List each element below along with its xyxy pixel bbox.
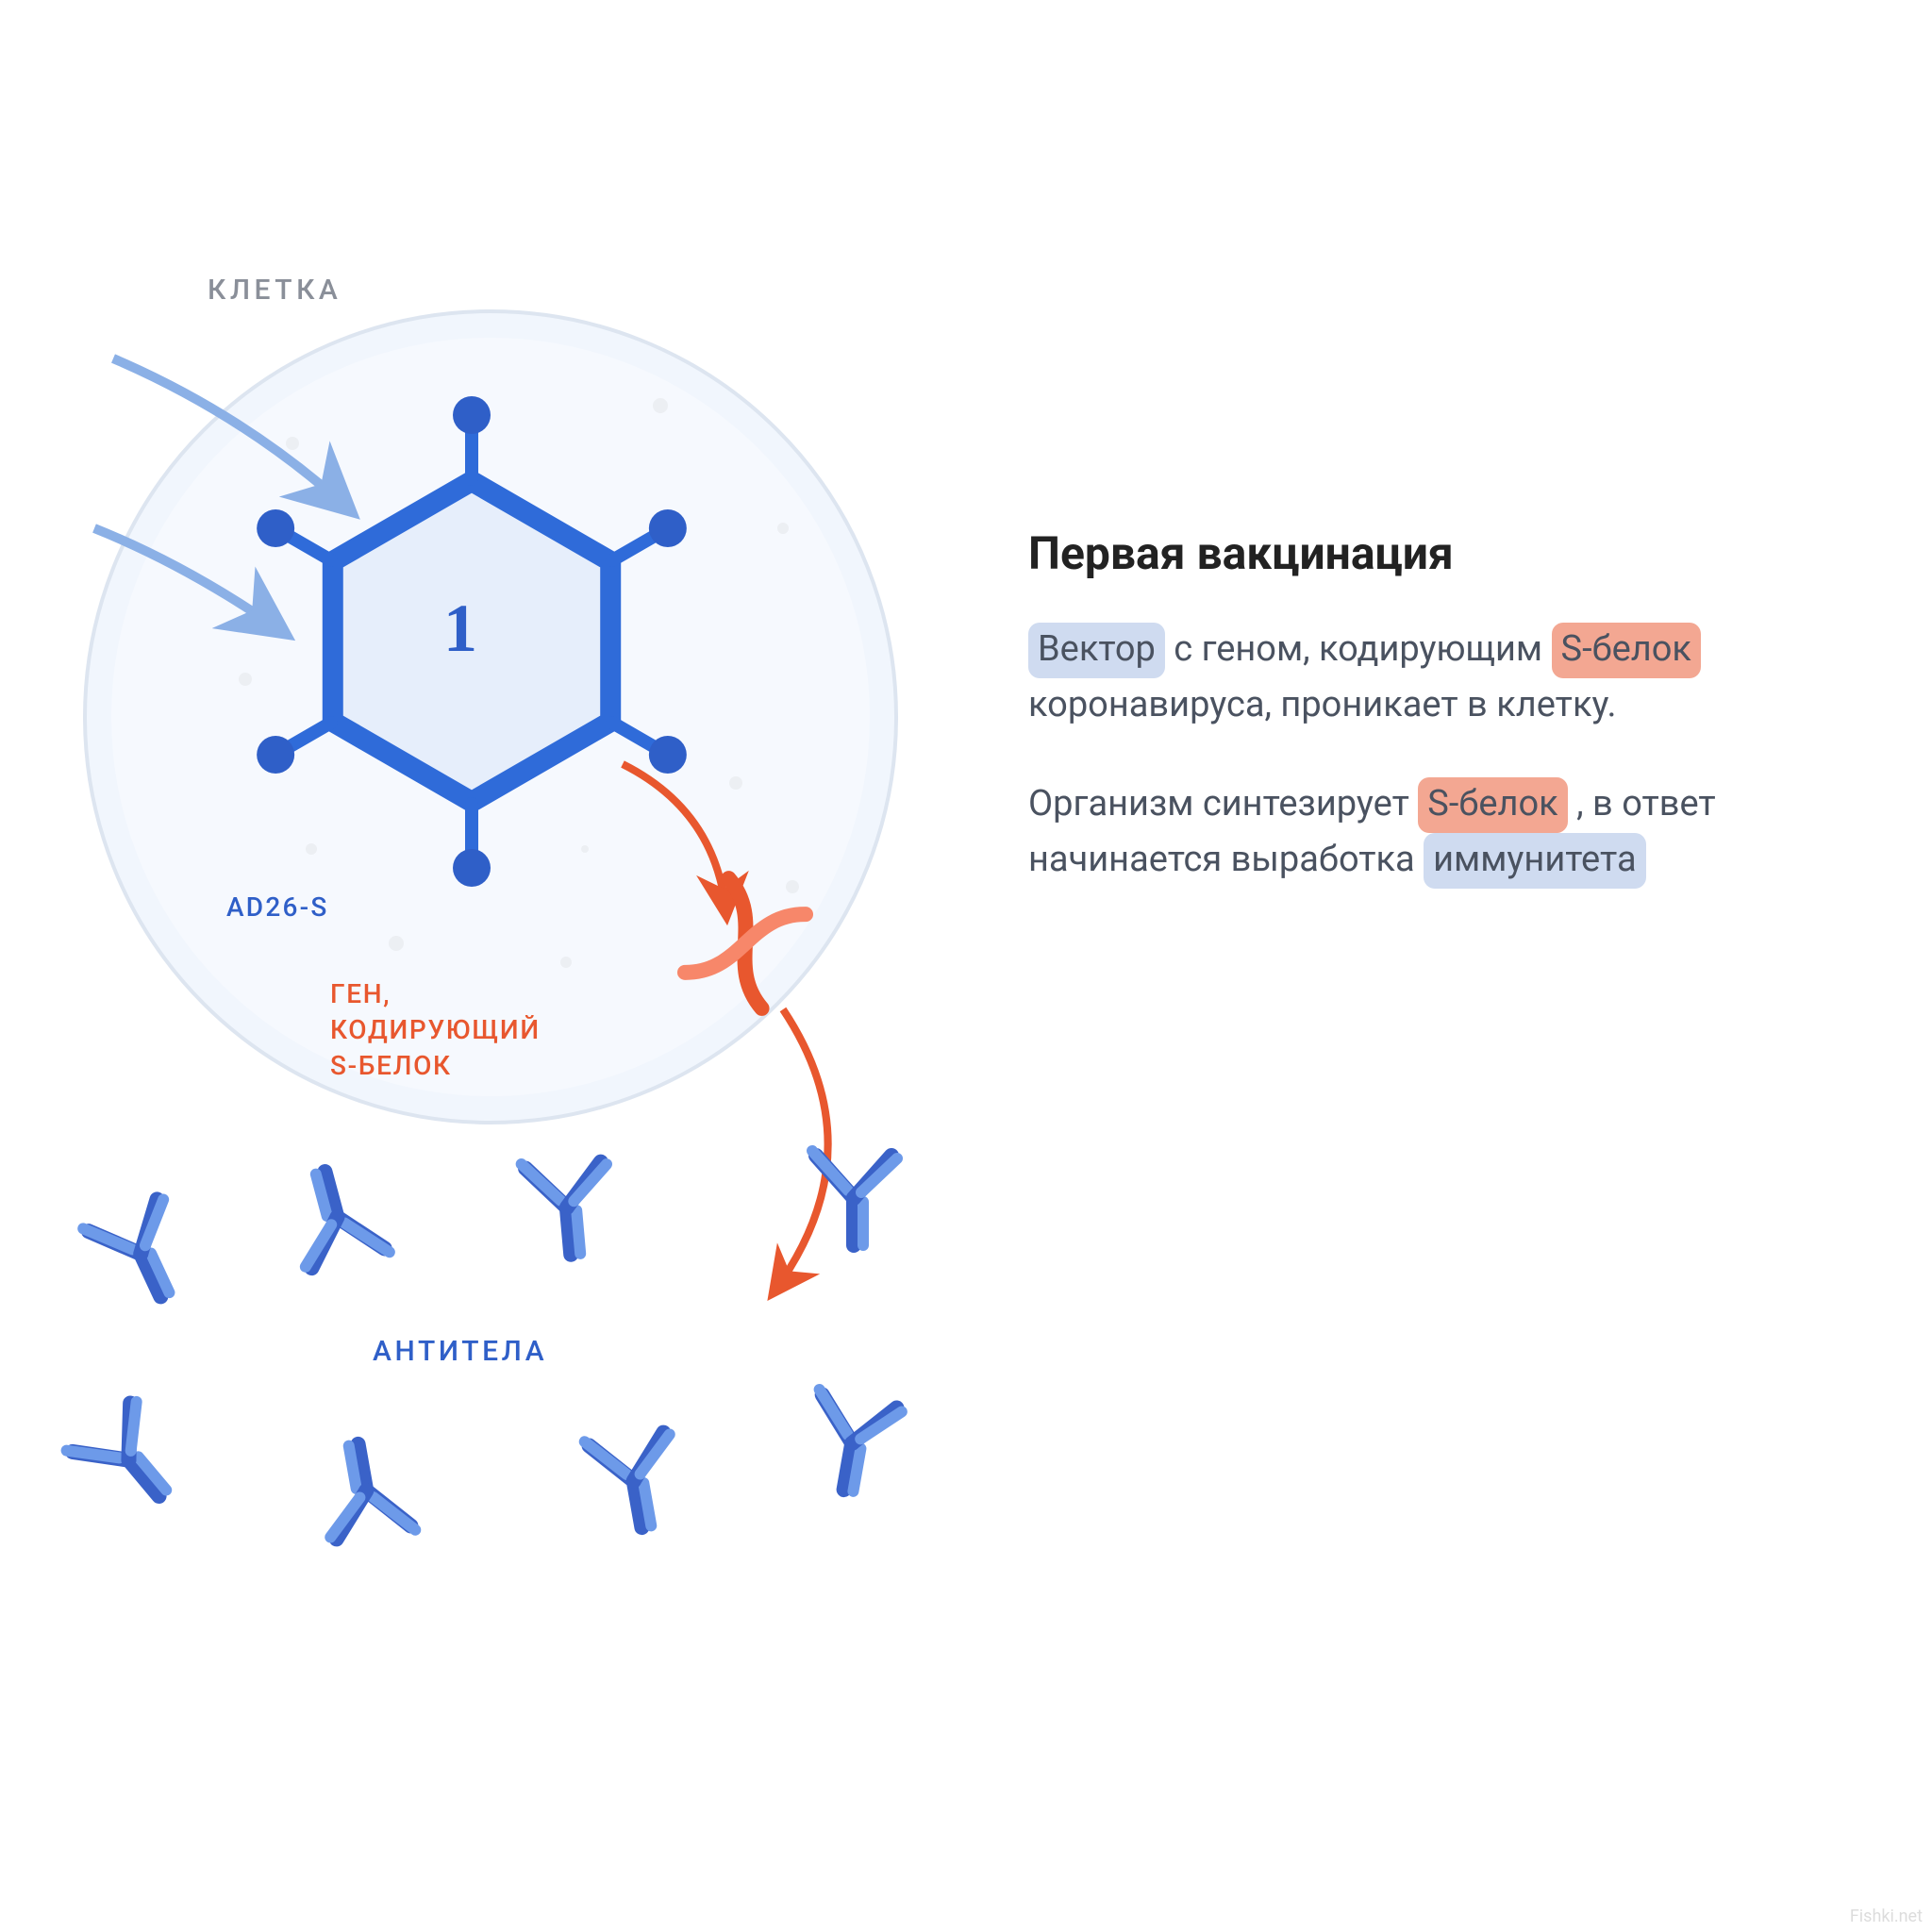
infographic-canvas: КЛЕТКА 1 AD26-S ГЕН, КОДИРУЮЩИЙ S-БЕЛОК … (0, 0, 1932, 1932)
virus-spike-ball (257, 509, 294, 547)
cell-speck (306, 843, 317, 855)
antibody-icon (283, 1161, 390, 1274)
pill-vector: Вектор (1028, 623, 1165, 678)
antibody-icon (67, 1396, 192, 1523)
p2-pre: Организм синтезирует (1028, 783, 1418, 824)
antibody-icon (803, 1390, 903, 1497)
antibody-icon (315, 1437, 415, 1544)
antibody-icon (812, 1151, 897, 1245)
label-gene-line2: КОДИРУЮЩИЙ (330, 1014, 541, 1045)
label-cell: КЛЕТКА (208, 274, 341, 307)
p1-mid1: с геном, кодирующим (1165, 628, 1552, 670)
pill-sprotein-2: S-белок (1418, 777, 1567, 833)
antibody-icon (83, 1192, 200, 1314)
watermark: Fishki.net (1850, 1907, 1923, 1926)
paragraph-1: Вектор с геном, кодирующим S-белок корон… (1028, 623, 1840, 732)
paragraph-2: Организм синтезирует S-белок , в ответ н… (1028, 777, 1840, 889)
text-panel: Первая вакцинация Вектор с геном, кодиру… (1028, 524, 1840, 889)
cell-speck (286, 437, 299, 450)
antibody-icon (522, 1157, 614, 1257)
cell-speck (389, 936, 404, 951)
label-antibodies: АНТИТЕЛА (373, 1335, 547, 1368)
label-vector-code: AD26-S (226, 891, 329, 923)
antibody-icon (585, 1427, 685, 1535)
virus-spike-ball (453, 849, 491, 887)
heading: Первая вакцинация (1028, 524, 1840, 585)
virus-spike-ball (453, 396, 491, 434)
p1-post: коронавируса, проникает в клетку. (1028, 684, 1617, 725)
cell-speck (786, 880, 799, 893)
label-gene: ГЕН, КОДИРУЮЩИЙ S-БЕЛОК (330, 976, 541, 1083)
pill-immunity: иммунитета (1424, 833, 1646, 889)
virus-spike-ball (257, 736, 294, 774)
pill-sprotein-1: S-белок (1552, 623, 1701, 678)
virus-spike-ball (649, 736, 687, 774)
label-gene-line3: S-БЕЛОК (330, 1050, 452, 1081)
label-gene-line1: ГЕН, (330, 978, 391, 1009)
cell-speck (560, 957, 572, 968)
cell-speck (581, 845, 589, 853)
cell-speck (653, 398, 668, 413)
virus-number: 1 (443, 590, 477, 668)
cell-speck (239, 673, 252, 686)
cell-speck (729, 776, 742, 790)
virus-spike-ball (649, 509, 687, 547)
cell-speck (777, 523, 789, 534)
